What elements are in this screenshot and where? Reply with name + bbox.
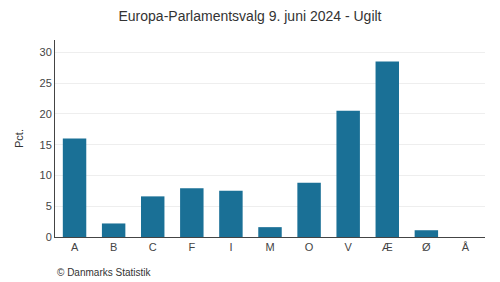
svg-text:5: 5 bbox=[46, 200, 52, 212]
svg-text:O: O bbox=[305, 241, 314, 253]
svg-text:F: F bbox=[188, 241, 195, 253]
svg-text:0: 0 bbox=[46, 231, 52, 243]
svg-text:Æ: Æ bbox=[382, 241, 393, 253]
svg-text:Europa-Parlamentsvalg 9. juni: Europa-Parlamentsvalg 9. juni 2024 - Ugi… bbox=[118, 8, 381, 24]
svg-text:A: A bbox=[71, 241, 79, 253]
svg-text:B: B bbox=[110, 241, 117, 253]
svg-text:25: 25 bbox=[40, 77, 52, 89]
svg-text:M: M bbox=[265, 241, 274, 253]
svg-text:Å: Å bbox=[462, 241, 470, 253]
svg-text:© Danmarks Statistik: © Danmarks Statistik bbox=[57, 267, 152, 278]
svg-text:15: 15 bbox=[40, 139, 52, 151]
svg-text:I: I bbox=[229, 241, 232, 253]
svg-text:Ø: Ø bbox=[422, 241, 431, 253]
svg-text:C: C bbox=[149, 241, 157, 253]
svg-text:Pct.: Pct. bbox=[13, 129, 25, 148]
svg-text:10: 10 bbox=[40, 169, 52, 181]
svg-text:20: 20 bbox=[40, 108, 52, 120]
svg-text:V: V bbox=[345, 241, 353, 253]
svg-text:30: 30 bbox=[40, 46, 52, 58]
